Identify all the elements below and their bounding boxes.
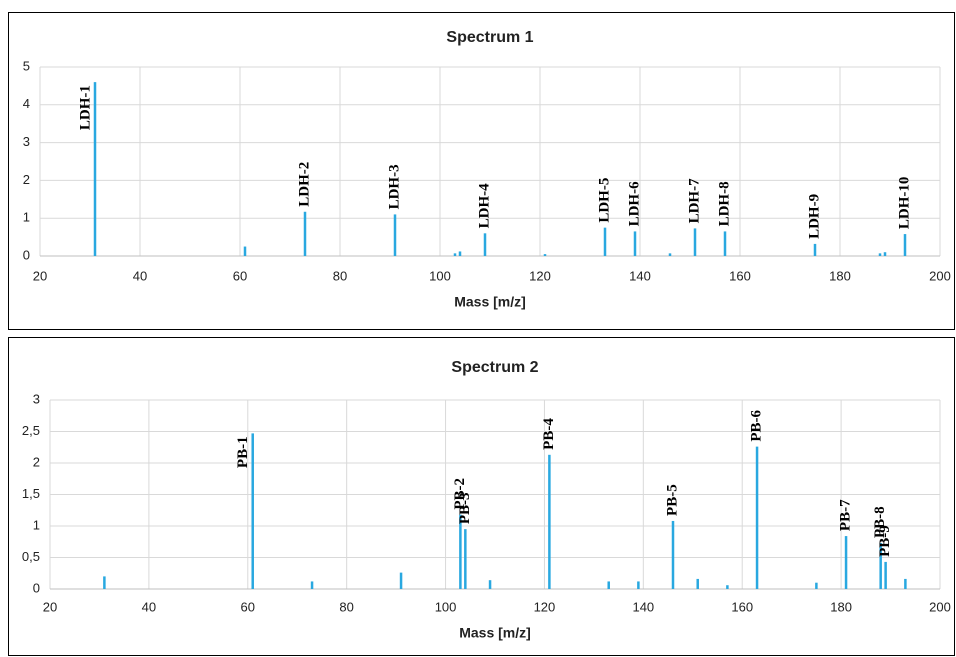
x-axis-label: Mass [m/z] <box>459 625 531 641</box>
x-tick-label: 20 <box>33 268 47 283</box>
peak-label: LDH-7 <box>686 178 702 224</box>
peak-label: LDH-3 <box>386 164 402 209</box>
peak-bar <box>243 246 247 256</box>
peak-bar <box>543 254 547 256</box>
peak-bar <box>671 520 675 589</box>
peak-bar <box>668 253 672 256</box>
x-tick-label: 140 <box>632 599 654 614</box>
x-tick-label: 180 <box>829 268 851 283</box>
peak-bar <box>726 585 729 589</box>
peak-label: LDH-2 <box>296 162 312 207</box>
peak-label: PB-1 <box>235 436 251 468</box>
peak-bar <box>637 581 640 589</box>
peak-bar <box>904 578 907 589</box>
peak-bar <box>251 433 254 589</box>
chart-frame <box>8 12 955 330</box>
x-tick-label: 60 <box>233 268 247 283</box>
chart-title: Spectrum 1 <box>446 29 533 46</box>
peak-bar <box>488 580 492 589</box>
peak-label: PB-3 <box>457 492 473 524</box>
x-tick-label: 80 <box>333 268 347 283</box>
x-tick-label: 200 <box>929 268 951 283</box>
x-tick-label: 140 <box>629 268 651 283</box>
peak-bar <box>815 582 818 589</box>
peak-bar <box>696 578 699 589</box>
peak-bar <box>693 228 697 256</box>
peak-label: LDH-9 <box>806 194 822 239</box>
peak-label: PB-2 <box>452 478 468 510</box>
x-tick-label: 60 <box>241 599 255 614</box>
y-tick-label: 1 <box>23 210 30 225</box>
x-axis-label: Mass [m/z] <box>454 294 526 310</box>
x-tick-label: 40 <box>142 599 156 614</box>
y-tick-label: 2,5 <box>22 423 40 438</box>
peak-bar <box>453 253 457 256</box>
y-tick-label: 4 <box>23 96 30 111</box>
x-tick-label: 200 <box>929 599 951 614</box>
peak-bar <box>310 581 314 589</box>
peak-label: PB-7 <box>837 499 853 531</box>
peak-bar <box>607 581 610 589</box>
peak-label: PB-4 <box>541 418 557 450</box>
x-tick-label: 160 <box>729 268 751 283</box>
y-tick-label: 5 <box>23 58 30 73</box>
peak-bar <box>878 253 882 256</box>
peak-bar <box>723 231 727 256</box>
peak-label: PB-6 <box>748 409 764 441</box>
peak-bar <box>879 543 882 589</box>
peak-bar <box>755 446 759 589</box>
y-tick-label: 3 <box>23 134 30 149</box>
x-tick-label: 20 <box>43 599 57 614</box>
x-tick-label: 100 <box>429 268 451 283</box>
y-tick-label: 3 <box>33 391 40 406</box>
peak-bar <box>483 233 487 256</box>
x-tick-label: 180 <box>830 599 852 614</box>
y-tick-label: 1 <box>33 517 40 532</box>
peak-bar <box>303 211 307 256</box>
chart-frame <box>8 337 955 656</box>
y-tick-label: 0 <box>23 247 30 262</box>
peak-bar <box>844 536 848 589</box>
peak-bar <box>93 82 97 257</box>
peak-label: PB-5 <box>664 484 680 516</box>
peak-label: LDH-1 <box>77 85 93 130</box>
peak-bar <box>813 243 817 256</box>
x-tick-label: 120 <box>534 599 556 614</box>
peak-bar <box>464 529 467 589</box>
peak-bar <box>393 214 397 256</box>
peak-bar <box>633 231 637 256</box>
y-tick-label: 2 <box>23 172 30 187</box>
peak-bar <box>603 227 607 256</box>
peak-bar <box>903 234 907 256</box>
peak-bar <box>883 252 887 256</box>
y-tick-label: 1,5 <box>22 486 40 501</box>
peak-label: LDH-6 <box>626 181 642 227</box>
x-tick-label: 80 <box>339 599 353 614</box>
y-tick-label: 0 <box>33 580 40 595</box>
peak-label: LDH-4 <box>476 183 492 229</box>
peak-bar <box>458 251 462 256</box>
peak-label: LDH-5 <box>596 178 612 223</box>
peak-label: LDH-10 <box>896 177 912 230</box>
peak-bar <box>548 454 551 589</box>
chart-title: Spectrum 2 <box>451 359 538 376</box>
peak-bar <box>399 572 403 589</box>
peak-label: LDH-8 <box>716 181 732 226</box>
y-tick-label: 0,5 <box>22 549 40 564</box>
x-tick-label: 120 <box>529 268 551 283</box>
x-tick-label: 160 <box>731 599 753 614</box>
x-tick-label: 100 <box>435 599 457 614</box>
peak-bar <box>459 514 462 589</box>
y-tick-label: 2 <box>33 454 40 469</box>
x-tick-label: 40 <box>133 268 147 283</box>
peak-label: PB-9 <box>877 525 893 557</box>
peak-bar <box>884 561 887 589</box>
peak-bar <box>103 576 106 589</box>
peak-label: PB-8 <box>872 506 888 538</box>
